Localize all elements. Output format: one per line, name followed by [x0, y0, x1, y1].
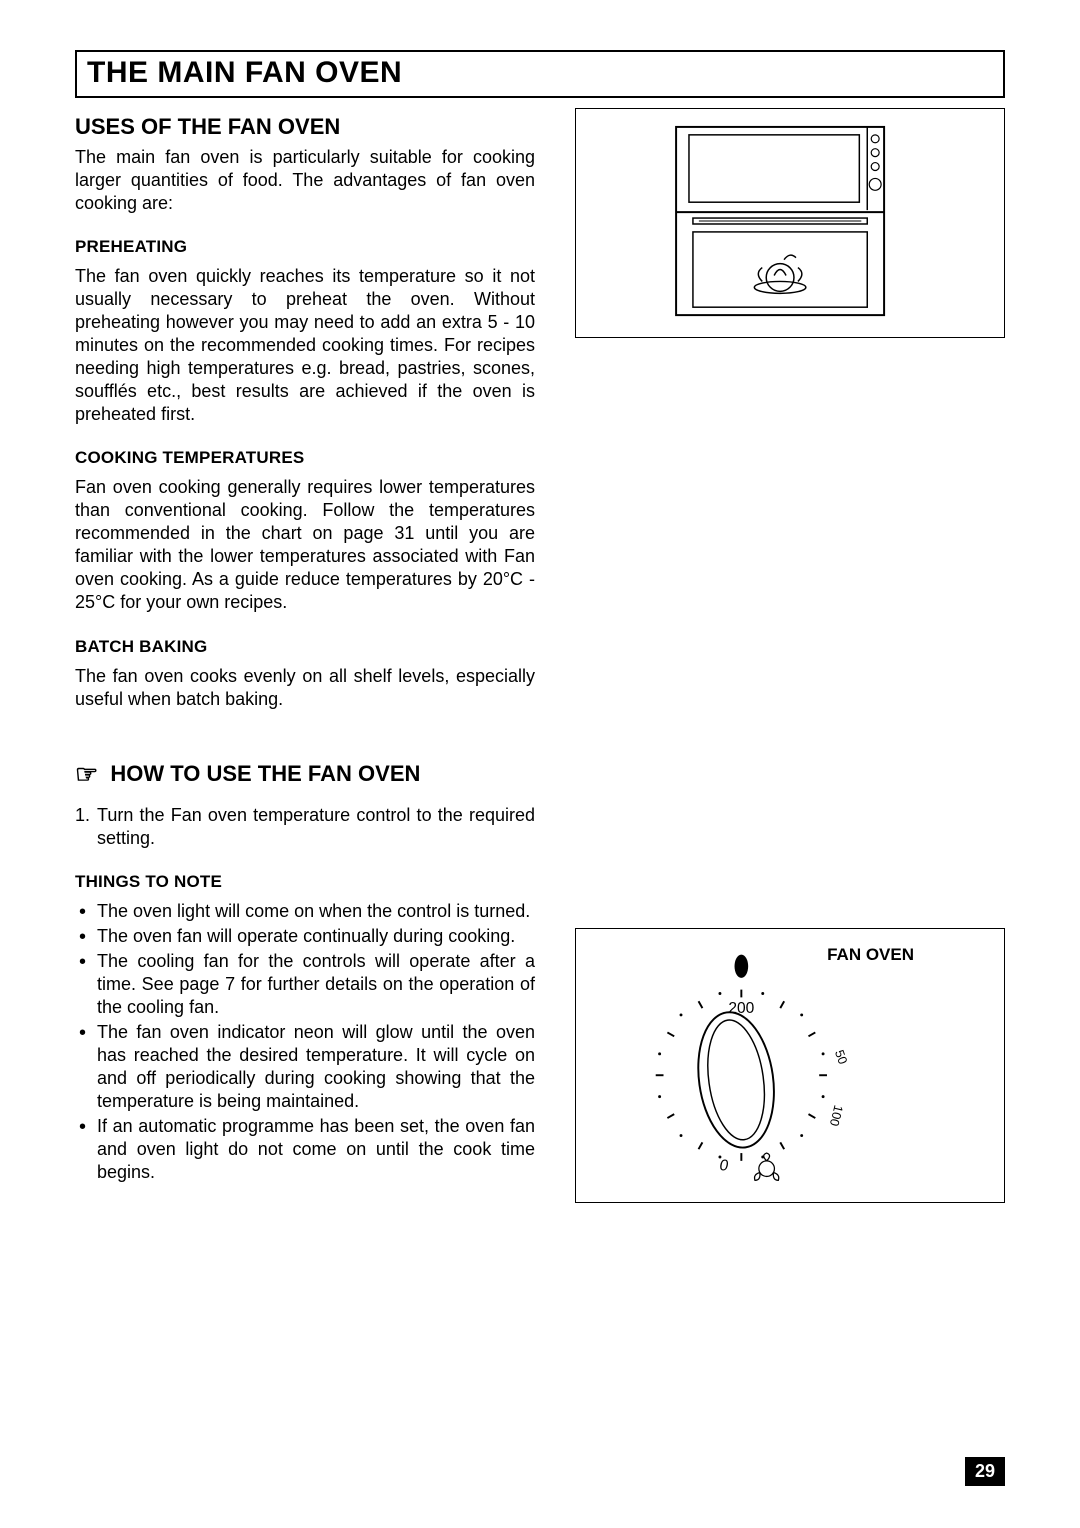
- svg-text:100: 100: [827, 1104, 846, 1128]
- things-to-note-heading: THINGS TO NOTE: [75, 872, 535, 892]
- left-column: USES OF THE FAN OVEN The main fan oven i…: [75, 108, 535, 1186]
- batch-baking-heading: BATCH BAKING: [75, 637, 535, 657]
- note-text: If an automatic programme has been set, …: [97, 1116, 535, 1182]
- temperature-dial-icon: 200 0 50 100: [594, 939, 986, 1192]
- dial-figure: FAN OVEN: [575, 928, 1005, 1203]
- note-item: The oven light will come on when the con…: [75, 900, 535, 923]
- dial-bottom-mark: 0: [720, 1158, 729, 1175]
- step-text: Turn the Fan oven temperature control to…: [97, 805, 535, 848]
- oven-diagram-figure: [575, 108, 1005, 338]
- page-number: 29: [975, 1461, 995, 1481]
- preheating-heading: PREHEATING: [75, 237, 535, 257]
- note-item: The fan oven indicator neon will glow un…: [75, 1021, 535, 1113]
- oven-diagram-icon: [594, 119, 986, 327]
- note-item: If an automatic programme has been set, …: [75, 1115, 535, 1184]
- notes-list: The oven light will come on when the con…: [75, 900, 535, 1184]
- step-item: 1. Turn the Fan oven temperature control…: [75, 804, 535, 850]
- how-to-heading-row: ☞ HOW TO USE THE FAN OVEN: [75, 759, 535, 790]
- uses-intro-text: The main fan oven is particularly suitab…: [75, 146, 535, 215]
- note-text: The oven fan will operate continually du…: [97, 926, 515, 946]
- page-number-badge: 29: [965, 1457, 1005, 1486]
- note-text: The cooling fan for the controls will op…: [97, 951, 535, 1017]
- step-number: 1.: [75, 804, 90, 827]
- how-to-heading: HOW TO USE THE FAN OVEN: [110, 761, 420, 787]
- page-title: THE MAIN FAN OVEN: [87, 56, 993, 90]
- steps-list: 1. Turn the Fan oven temperature control…: [75, 804, 535, 850]
- dial-top-mark: 200: [728, 1000, 754, 1017]
- note-item: The cooling fan for the controls will op…: [75, 950, 535, 1019]
- cooking-temps-heading: COOKING TEMPERATURES: [75, 448, 535, 468]
- dial-figure-wrap: FAN OVEN: [575, 928, 1005, 1203]
- cooking-temps-text: Fan oven cooking generally requires lowe…: [75, 476, 535, 614]
- document-page: THE MAIN FAN OVEN USES OF THE FAN OVEN T…: [0, 0, 1080, 1528]
- right-column: FAN OVEN: [575, 108, 1005, 1186]
- title-box: THE MAIN FAN OVEN: [75, 50, 1005, 98]
- svg-text:50: 50: [832, 1048, 850, 1066]
- note-text: The oven light will come on when the con…: [97, 901, 530, 921]
- pointing-hand-icon: ☞: [75, 759, 98, 790]
- preheating-text: The fan oven quickly reaches its tempera…: [75, 265, 535, 426]
- batch-baking-text: The fan oven cooks evenly on all shelf l…: [75, 665, 535, 711]
- note-text: The fan oven indicator neon will glow un…: [97, 1022, 535, 1111]
- note-item: The oven fan will operate continually du…: [75, 925, 535, 948]
- dial-label: FAN OVEN: [827, 945, 914, 965]
- two-column-layout: USES OF THE FAN OVEN The main fan oven i…: [75, 108, 1005, 1186]
- uses-heading: USES OF THE FAN OVEN: [75, 114, 535, 140]
